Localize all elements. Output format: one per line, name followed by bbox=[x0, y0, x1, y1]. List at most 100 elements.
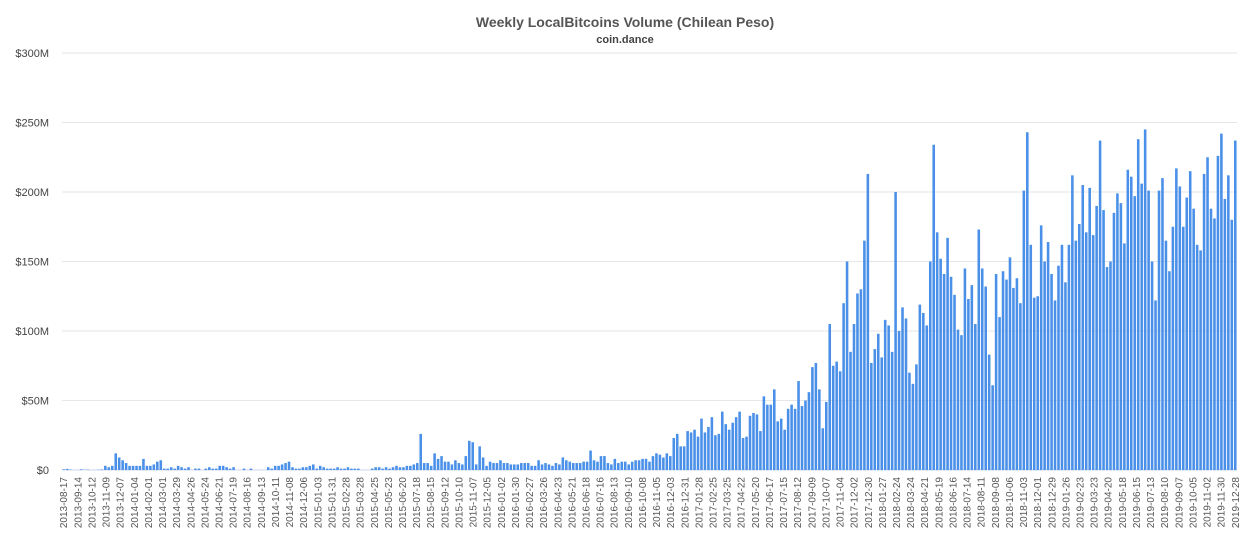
bar bbox=[786, 408, 790, 470]
x-tick-label: 2016-01-02 bbox=[497, 477, 508, 529]
bar bbox=[419, 433, 423, 470]
bar bbox=[641, 458, 644, 470]
bar bbox=[124, 463, 128, 470]
bar bbox=[1230, 219, 1234, 470]
x-tick-label: 2013-12-07 bbox=[116, 477, 127, 529]
bar bbox=[669, 456, 672, 470]
x-tick-label: 2014-08-16 bbox=[243, 477, 254, 529]
bar bbox=[208, 467, 211, 470]
x-tick-label: 2015-10-10 bbox=[454, 477, 465, 529]
bar bbox=[1171, 226, 1175, 470]
bar bbox=[1029, 244, 1033, 470]
bar bbox=[544, 463, 547, 470]
bar bbox=[752, 413, 755, 470]
bar bbox=[1067, 244, 1071, 470]
bar bbox=[620, 461, 624, 470]
bar bbox=[551, 465, 554, 470]
bar bbox=[1012, 287, 1015, 470]
x-tick-label: 2013-08-17 bbox=[59, 477, 70, 529]
bar bbox=[977, 229, 981, 470]
bar bbox=[1102, 210, 1105, 470]
bar bbox=[1178, 186, 1182, 470]
bar bbox=[107, 467, 111, 470]
bar bbox=[180, 467, 183, 470]
bar bbox=[623, 461, 627, 470]
bar bbox=[308, 465, 312, 470]
bar bbox=[1233, 140, 1237, 470]
bar bbox=[762, 396, 766, 470]
bar bbox=[689, 432, 693, 470]
bar bbox=[859, 289, 863, 470]
bar bbox=[911, 383, 915, 470]
x-tick-label: 2016-08-13 bbox=[610, 477, 621, 529]
bar bbox=[384, 467, 388, 470]
bar bbox=[526, 463, 530, 470]
x-tick-label: 2018-09-08 bbox=[991, 477, 1002, 529]
bar bbox=[731, 422, 734, 470]
x-tick-label: 2016-07-16 bbox=[596, 477, 607, 529]
bar bbox=[554, 463, 558, 470]
x-tick-label: 2015-08-15 bbox=[426, 477, 437, 529]
bar bbox=[675, 433, 679, 470]
bar bbox=[994, 274, 998, 470]
bar bbox=[1227, 175, 1230, 470]
bar bbox=[571, 463, 575, 470]
bar bbox=[100, 469, 104, 470]
bar bbox=[218, 465, 221, 470]
bar bbox=[738, 411, 741, 470]
x-tick-label: 2015-01-03 bbox=[313, 477, 324, 529]
bar bbox=[433, 453, 436, 470]
bar bbox=[797, 381, 800, 470]
bar bbox=[1088, 187, 1091, 470]
bar bbox=[558, 464, 561, 470]
x-tick-label: 2019-10-05 bbox=[1188, 477, 1199, 529]
bar bbox=[370, 468, 374, 470]
bar bbox=[956, 329, 960, 470]
chart-subtitle: coin.dance bbox=[596, 34, 653, 46]
bar bbox=[322, 467, 325, 470]
bar bbox=[516, 464, 520, 470]
x-tick-label: 2019-03-23 bbox=[1090, 477, 1101, 529]
y-tick-label: $50M bbox=[21, 396, 49, 408]
bar bbox=[714, 435, 717, 470]
bar bbox=[1116, 193, 1119, 470]
bar bbox=[842, 303, 845, 470]
bar bbox=[426, 463, 429, 470]
bar bbox=[481, 457, 485, 470]
x-tick-label: 2018-07-14 bbox=[963, 477, 974, 529]
bar bbox=[873, 349, 877, 470]
bar bbox=[974, 324, 977, 470]
bar bbox=[429, 465, 433, 470]
x-tick-label: 2016-10-08 bbox=[638, 477, 649, 529]
bar bbox=[1147, 190, 1150, 471]
bar bbox=[870, 362, 873, 470]
bar bbox=[662, 457, 665, 470]
x-tick-label: 2018-02-24 bbox=[892, 477, 903, 529]
bar bbox=[734, 417, 738, 470]
bar bbox=[409, 465, 412, 470]
x-tick-label: 2016-06-18 bbox=[581, 477, 592, 529]
bar bbox=[1168, 271, 1171, 470]
x-tick-label: 2016-11-05 bbox=[652, 477, 663, 528]
bar bbox=[1220, 133, 1223, 470]
bar bbox=[1199, 250, 1202, 470]
bar bbox=[610, 464, 613, 470]
bar bbox=[963, 268, 967, 470]
bar bbox=[436, 458, 440, 470]
bar bbox=[1050, 274, 1053, 470]
x-tick-label: 2018-04-21 bbox=[920, 477, 931, 529]
bar bbox=[1005, 279, 1008, 470]
bar bbox=[918, 304, 922, 470]
bar bbox=[1223, 198, 1227, 470]
bar bbox=[377, 467, 381, 470]
bar bbox=[772, 389, 776, 470]
bar bbox=[135, 465, 138, 470]
x-tick-label: 2017-08-12 bbox=[793, 477, 804, 529]
bar bbox=[578, 463, 582, 470]
y-tick-label: $200M bbox=[15, 187, 49, 199]
x-tick-label: 2017-09-09 bbox=[807, 477, 818, 529]
bar bbox=[1112, 212, 1116, 470]
x-tick-label: 2019-01-26 bbox=[1061, 477, 1072, 529]
bar bbox=[987, 354, 991, 470]
x-tick-label: 2015-04-25 bbox=[370, 477, 381, 529]
